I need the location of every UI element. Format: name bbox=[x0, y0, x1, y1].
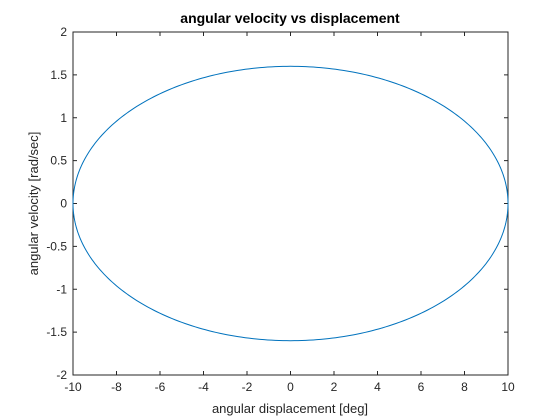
x-tick-label: -8 bbox=[111, 380, 122, 394]
x-tick-label: 0 bbox=[287, 380, 294, 394]
y-tick-label: 2 bbox=[60, 25, 67, 39]
series-group bbox=[72, 65, 509, 342]
x-tick-label: -10 bbox=[64, 380, 82, 394]
x-tick-label: 10 bbox=[501, 380, 515, 394]
y-tick-label: 0 bbox=[60, 197, 67, 211]
x-tick-label: -2 bbox=[242, 380, 253, 394]
y-tick-label: -2 bbox=[56, 368, 67, 382]
y-axis: -2 -1.5 -1 -0.5 0 0.5 1 1.5 2 bbox=[46, 25, 508, 382]
series-line bbox=[72, 65, 509, 342]
y-tick-label: -1.5 bbox=[46, 325, 67, 339]
x-axis: -10 -8 -6 -4 -2 0 2 4 6 8 10 bbox=[64, 32, 515, 394]
chart-title: angular velocity vs displacement bbox=[180, 10, 400, 26]
x-tick-label: -4 bbox=[198, 380, 209, 394]
x-tick-label: 2 bbox=[331, 380, 338, 394]
y-tick-label: 1 bbox=[60, 111, 67, 125]
x-tick-label: 8 bbox=[461, 380, 468, 394]
y-axis-label: angular velocity [rad/sec] bbox=[26, 132, 41, 276]
plot-area bbox=[72, 31, 509, 376]
x-tick-label: 4 bbox=[374, 380, 381, 394]
x-tick-label: -6 bbox=[155, 380, 166, 394]
y-tick-label: -1 bbox=[56, 282, 67, 296]
x-axis-label: angular displacement [deg] bbox=[212, 401, 368, 416]
y-tick-label: 0.5 bbox=[50, 154, 67, 168]
y-tick-label: 1.5 bbox=[50, 68, 67, 82]
y-tick-label: -0.5 bbox=[46, 239, 67, 253]
x-tick-label: 6 bbox=[418, 380, 425, 394]
